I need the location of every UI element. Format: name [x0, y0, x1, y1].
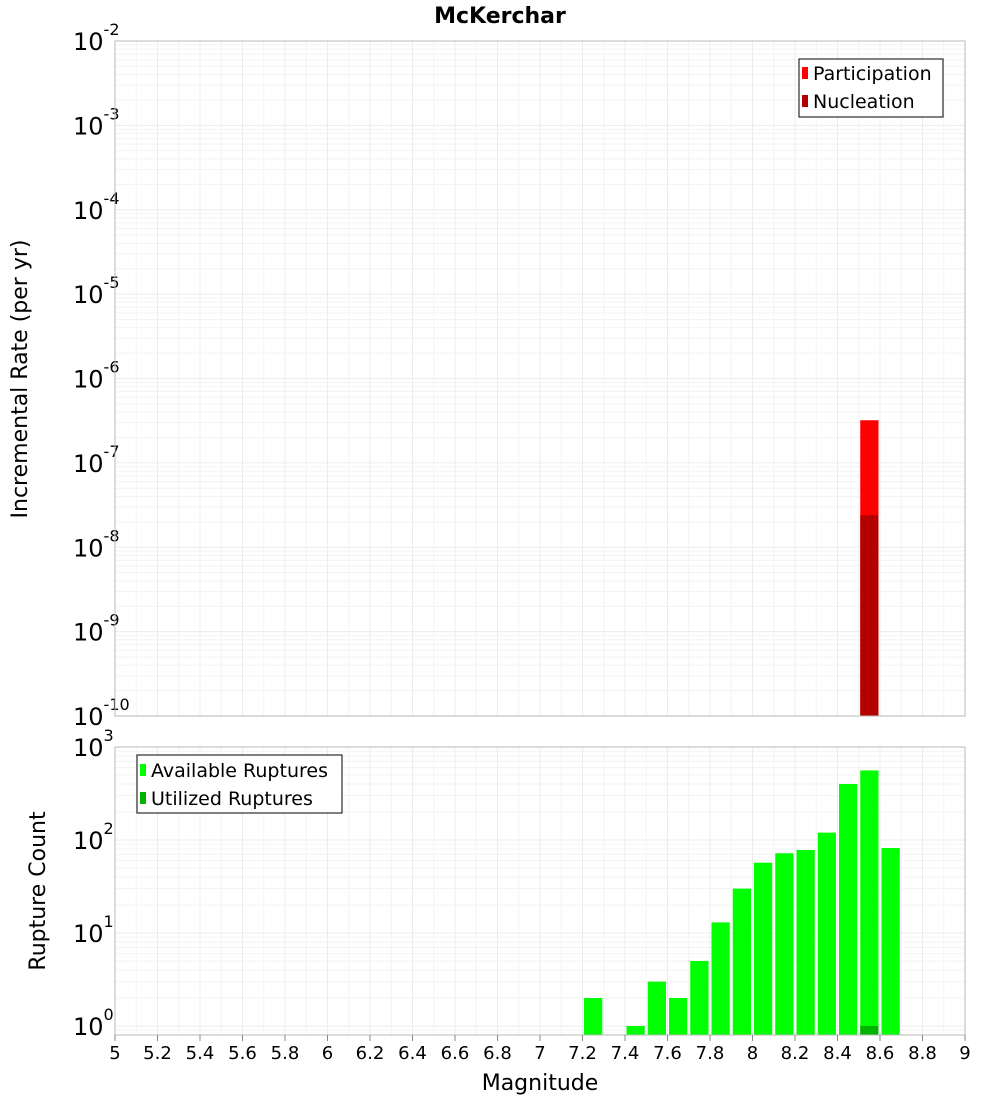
- top-y-tick-exponent: -6: [104, 358, 120, 377]
- top-y-tick-label: 10-5: [73, 273, 120, 309]
- top-y-tick-label: 10-8: [73, 526, 120, 562]
- top-y-tick-label: 10-9: [73, 611, 120, 647]
- top-y-tick-exponent: -2: [104, 20, 120, 39]
- bottom-legend-label: Available Ruptures: [151, 760, 328, 782]
- bottom-bar-available-ruptures: [584, 997, 603, 1035]
- top-y-tick-label: 10-7: [73, 442, 120, 478]
- top-y-tick-label: 10-3: [73, 104, 120, 140]
- bottom-bar-available-ruptures: [647, 981, 666, 1035]
- x-tick-label: 5.6: [228, 1043, 257, 1064]
- x-tick-label: 6.2: [356, 1043, 385, 1064]
- x-tick-label: 8.8: [908, 1043, 937, 1064]
- top-y-tick-exponent: -9: [104, 611, 120, 630]
- bottom-y-tick-label: 102: [73, 819, 114, 855]
- bottom-legend-label: Utilized Ruptures: [151, 788, 313, 810]
- top-legend-swatch: [802, 67, 808, 79]
- x-tick-label: 7.8: [696, 1043, 725, 1064]
- top-legend: Participation Nucleation: [798, 58, 944, 118]
- x-tick-label: 5: [109, 1043, 120, 1064]
- bottom-bar-available-ruptures: [626, 1025, 645, 1035]
- x-tick-label: 9: [959, 1043, 970, 1064]
- bottom-y-tick-label: 103: [73, 726, 114, 762]
- bottom-y-tick-exponent: 1: [104, 912, 114, 931]
- bottom-bar-available-ruptures: [711, 922, 730, 1035]
- top-y-tick-label: 10-6: [73, 358, 120, 394]
- x-tick-label: 8.2: [781, 1043, 810, 1064]
- bottom-bar-available-ruptures: [669, 997, 688, 1035]
- x-tick-label: 7.4: [611, 1043, 640, 1064]
- bottom-bar-utilized-ruptures: [860, 1025, 879, 1035]
- bottom-bar-available-ruptures: [690, 960, 709, 1035]
- x-tick-label: 7.6: [653, 1043, 682, 1064]
- top-y-tick-exponent: -3: [104, 104, 120, 123]
- bottom-bar-available-ruptures: [860, 770, 879, 1035]
- top-legend-box: [798, 58, 944, 118]
- bottom-legend-swatch: [140, 764, 146, 776]
- bottom-bar-available-ruptures: [817, 832, 836, 1035]
- top-legend-swatch: [802, 95, 808, 107]
- bottom-y-tick-exponent: 3: [104, 726, 114, 745]
- bottom-bar-available-ruptures: [839, 784, 858, 1035]
- x-axis-ticks: 5 5.2 5.4 5.6 5.8 6 6.2 6.4 6.6 6.8 7 7.2 7.4 7.6 7.8 8…: [109, 1035, 971, 1064]
- bottom-y-tick-label: 101: [73, 912, 114, 948]
- x-tick-label: 6: [322, 1043, 333, 1064]
- bottom-legend: Available Ruptures Utilized Ruptures: [136, 754, 343, 814]
- chart-title: McKerchar: [434, 4, 566, 29]
- top-y-tick-label: 10-2: [73, 20, 120, 56]
- bottom-y-tick-label: 100: [73, 1005, 114, 1041]
- x-tick-label: 5.8: [271, 1043, 300, 1064]
- x-tick-label: 5.4: [186, 1043, 215, 1064]
- top-y-axis-label: Incremental Rate (per yr): [8, 240, 33, 519]
- bottom-y-axis-label: Rupture Count: [26, 811, 51, 971]
- bottom-y-tick-exponent: 2: [104, 819, 114, 838]
- bottom-bar-available-ruptures: [796, 850, 815, 1035]
- top-y-tick-exponent: -8: [104, 526, 120, 545]
- x-tick-label: 8: [747, 1043, 758, 1064]
- x-tick-label: 7.2: [568, 1043, 597, 1064]
- top-legend-label: Participation: [813, 63, 932, 85]
- bottom-legend-swatch: [140, 792, 146, 804]
- top-y-tick-exponent: -7: [104, 442, 120, 461]
- x-tick-label: 8.4: [823, 1043, 852, 1064]
- top-legend-label: Nucleation: [813, 91, 915, 113]
- bottom-y-tick-exponent: 0: [104, 1005, 114, 1024]
- top-y-tick-exponent: -4: [104, 189, 120, 208]
- x-tick-label: 5.2: [143, 1043, 172, 1064]
- top-bar-nucleation: [860, 515, 879, 716]
- bottom-bar-available-ruptures: [732, 888, 751, 1035]
- bottom-bar-available-ruptures: [881, 848, 900, 1035]
- top-plot-frame: [114, 40, 966, 717]
- bottom-bar-available-ruptures: [754, 862, 773, 1035]
- x-tick-label: 8.6: [866, 1043, 895, 1064]
- x-tick-label: 6.8: [483, 1043, 512, 1064]
- x-tick-label: 7: [534, 1043, 545, 1064]
- top-plot-area: 10-10 10-9 10-8 10-7 10-6 10-5 10-4 10-3 10-2 Par…: [73, 20, 966, 731]
- x-tick-label: 6.6: [441, 1043, 470, 1064]
- top-y-tick-label: 10-4: [73, 189, 120, 225]
- bottom-bar-available-ruptures: [775, 853, 794, 1035]
- x-tick-label: 6.4: [398, 1043, 427, 1064]
- bottom-legend-box: [136, 754, 343, 814]
- top-y-tick-exponent: -10: [104, 695, 130, 714]
- top-y-tick-label: 10-10: [73, 695, 130, 731]
- top-y-tick-exponent: -5: [104, 273, 120, 292]
- x-axis-label: Magnitude: [482, 1071, 599, 1096]
